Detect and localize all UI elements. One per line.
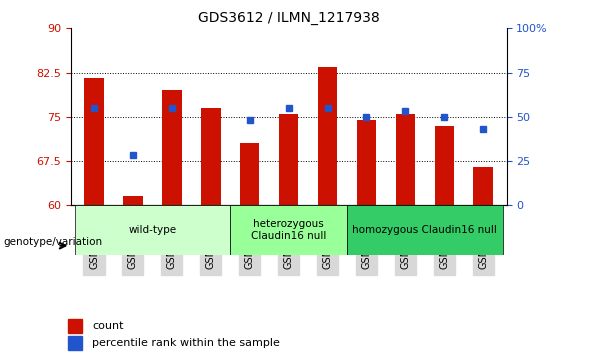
- Bar: [68, 319, 82, 333]
- FancyBboxPatch shape: [230, 205, 347, 255]
- Text: homozygous Claudin16 null: homozygous Claudin16 null: [352, 225, 497, 235]
- FancyBboxPatch shape: [347, 205, 502, 255]
- Bar: [279, 114, 299, 205]
- Bar: [357, 120, 376, 205]
- Bar: [123, 196, 143, 205]
- Bar: [162, 90, 181, 205]
- Text: heterozygous
Claudin16 null: heterozygous Claudin16 null: [251, 219, 326, 241]
- Text: percentile rank within the sample: percentile rank within the sample: [92, 338, 280, 348]
- Bar: [474, 167, 493, 205]
- Text: genotype/variation: genotype/variation: [3, 238, 102, 247]
- Text: GDS3612 / ILMN_1217938: GDS3612 / ILMN_1217938: [198, 11, 379, 25]
- Bar: [396, 114, 415, 205]
- Text: count: count: [92, 321, 123, 331]
- Text: wild-type: wild-type: [128, 225, 177, 235]
- Bar: [84, 79, 104, 205]
- Bar: [201, 108, 220, 205]
- Bar: [318, 67, 337, 205]
- FancyBboxPatch shape: [75, 205, 230, 255]
- Bar: [240, 143, 259, 205]
- Bar: [435, 126, 454, 205]
- Bar: [68, 336, 82, 350]
